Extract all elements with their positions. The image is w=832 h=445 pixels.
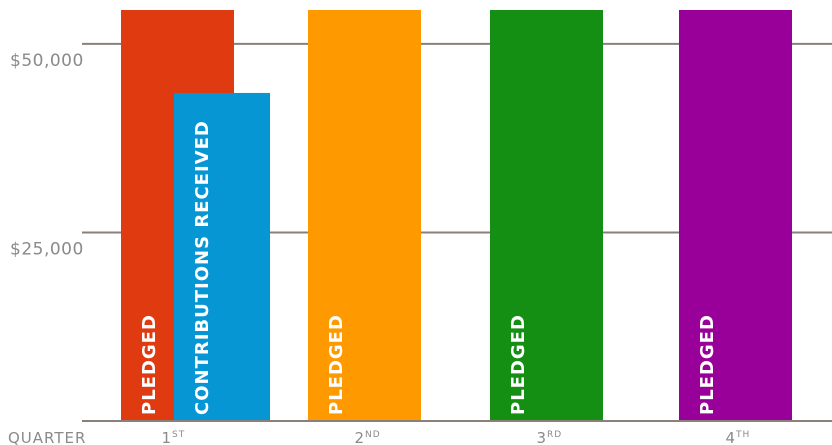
bar-label: PLEDGED — [139, 314, 160, 415]
labels: QUARTER $25,000 $50,000 1ST 2ND 3RD 4TH — [8, 51, 751, 445]
y-tick-label: $25,000 — [10, 239, 84, 259]
bars: PLEDGED CONTRIBUTIONS RECEIVED PLEDGED PLED… — [121, 10, 792, 421]
bar-pledged-q4 — [679, 10, 792, 421]
x-tick-label: 2ND — [355, 429, 381, 445]
bar-label: PLEDGED — [326, 314, 347, 415]
bar-pledged-q3 — [490, 10, 603, 421]
bar-label: CONTRIBUTIONS RECEIVED — [192, 120, 213, 415]
bar-label: PLEDGED — [697, 314, 718, 415]
x-tick-label: 4TH — [726, 429, 751, 445]
bar-pledged-q2 — [308, 10, 421, 421]
bar-label: PLEDGED — [508, 314, 529, 415]
y-tick-label: $50,000 — [10, 51, 84, 71]
bar-contributions-received-q1 — [174, 92, 270, 421]
x-tick-label: 1ST — [162, 429, 186, 445]
x-tick-label: 3RD — [537, 429, 563, 445]
x-axis-title: QUARTER — [8, 429, 86, 445]
